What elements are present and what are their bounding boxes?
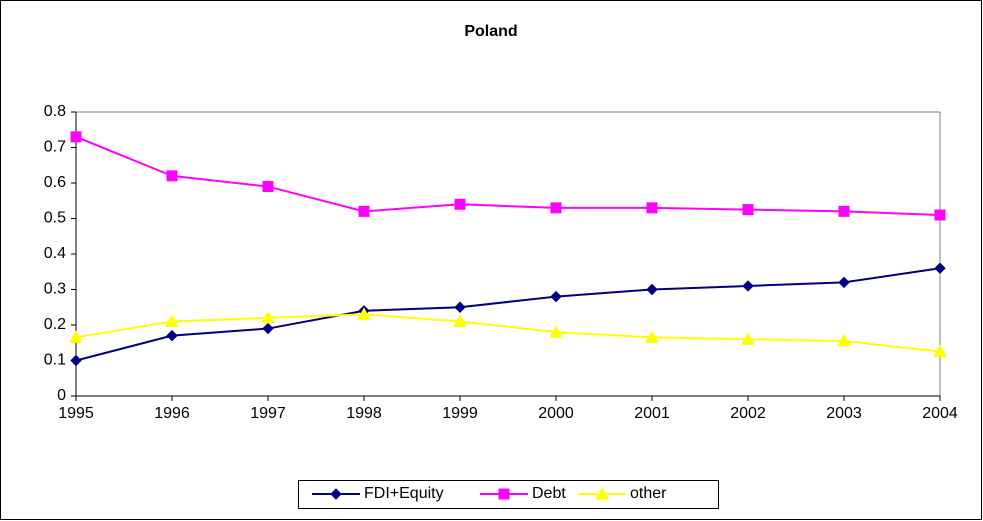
legend-marker <box>595 486 609 500</box>
x-tick-label: 2000 <box>538 405 574 422</box>
marker <box>166 170 178 182</box>
marker <box>646 283 658 296</box>
y-tick-label: 0.5 <box>44 210 66 227</box>
x-tick-label: 1998 <box>346 405 382 422</box>
x-tick-label: 1996 <box>154 405 190 422</box>
marker <box>453 314 467 327</box>
marker <box>741 332 755 345</box>
marker <box>934 209 946 221</box>
x-tick-label: 1995 <box>58 405 94 422</box>
y-tick-label: 0.7 <box>44 139 66 156</box>
y-tick-label: 0.6 <box>44 174 66 191</box>
y-tick-label: 0.1 <box>44 352 66 369</box>
legend-marker <box>498 488 510 500</box>
marker <box>70 354 82 367</box>
marker <box>550 202 562 214</box>
y-tick-label: 0.3 <box>44 281 66 298</box>
marker <box>165 314 179 327</box>
marker <box>454 301 466 313</box>
marker <box>262 322 274 335</box>
legend-box <box>298 480 719 509</box>
legend-marker <box>330 488 342 500</box>
x-tick-label: 2002 <box>730 405 766 422</box>
legend-label: FDI+Equity <box>364 485 444 502</box>
marker <box>742 204 754 216</box>
y-tick-label: 0 <box>57 387 66 404</box>
marker <box>646 202 658 214</box>
x-tick-label: 1997 <box>250 405 286 422</box>
y-tick-label: 0.8 <box>44 103 66 120</box>
y-tick-label: 0.4 <box>44 245 66 262</box>
chart-title: Poland <box>464 23 517 40</box>
series-line <box>75 267 941 362</box>
marker <box>549 325 563 338</box>
marker <box>357 307 371 320</box>
marker <box>70 131 82 143</box>
x-tick-label: 2001 <box>634 405 670 422</box>
marker <box>550 290 562 303</box>
legend-label: other <box>630 485 667 502</box>
marker <box>166 329 178 342</box>
x-tick-label: 1999 <box>442 405 478 422</box>
legend-label: Debt <box>532 485 566 502</box>
marker <box>933 344 947 358</box>
marker <box>358 205 370 217</box>
marker <box>838 205 850 217</box>
marker <box>261 310 275 324</box>
series-line <box>75 313 941 353</box>
marker <box>69 330 83 343</box>
marker <box>837 333 851 347</box>
series-line <box>75 135 941 216</box>
x-tick-label: 2004 <box>922 405 958 422</box>
marker <box>838 276 850 289</box>
marker <box>645 330 659 343</box>
x-tick-label: 2003 <box>826 405 862 422</box>
y-tick-label: 0.2 <box>44 316 66 333</box>
marker <box>742 280 754 292</box>
marker <box>454 198 466 210</box>
marker <box>934 262 946 274</box>
marker <box>262 181 274 193</box>
